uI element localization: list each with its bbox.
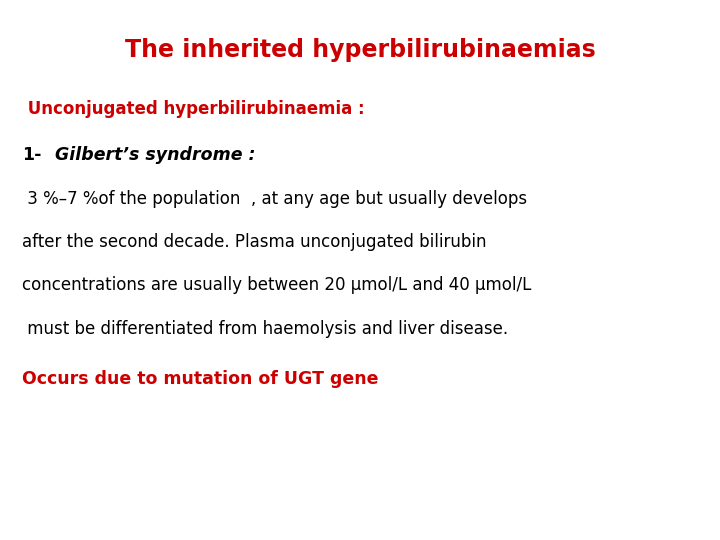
Text: Gilbert’s syndrome :: Gilbert’s syndrome : xyxy=(55,146,255,164)
Text: 3 %–7 %of the population  , at any age but usually develops: 3 %–7 %of the population , at any age bu… xyxy=(22,190,527,208)
Text: after the second decade. Plasma unconjugated bilirubin: after the second decade. Plasma unconjug… xyxy=(22,233,486,251)
Text: concentrations are usually between 20 μmol/L and 40 μmol/L: concentrations are usually between 20 μm… xyxy=(22,276,531,294)
Text: 1-: 1- xyxy=(22,146,41,164)
Text: Unconjugated hyperbilirubinaemia :: Unconjugated hyperbilirubinaemia : xyxy=(22,100,364,118)
Text: must be differentiated from haemolysis and liver disease.: must be differentiated from haemolysis a… xyxy=(22,320,508,338)
Text: The inherited hyperbilirubinaemias: The inherited hyperbilirubinaemias xyxy=(125,38,595,62)
Text: Occurs due to mutation of UGT gene: Occurs due to mutation of UGT gene xyxy=(22,370,378,388)
